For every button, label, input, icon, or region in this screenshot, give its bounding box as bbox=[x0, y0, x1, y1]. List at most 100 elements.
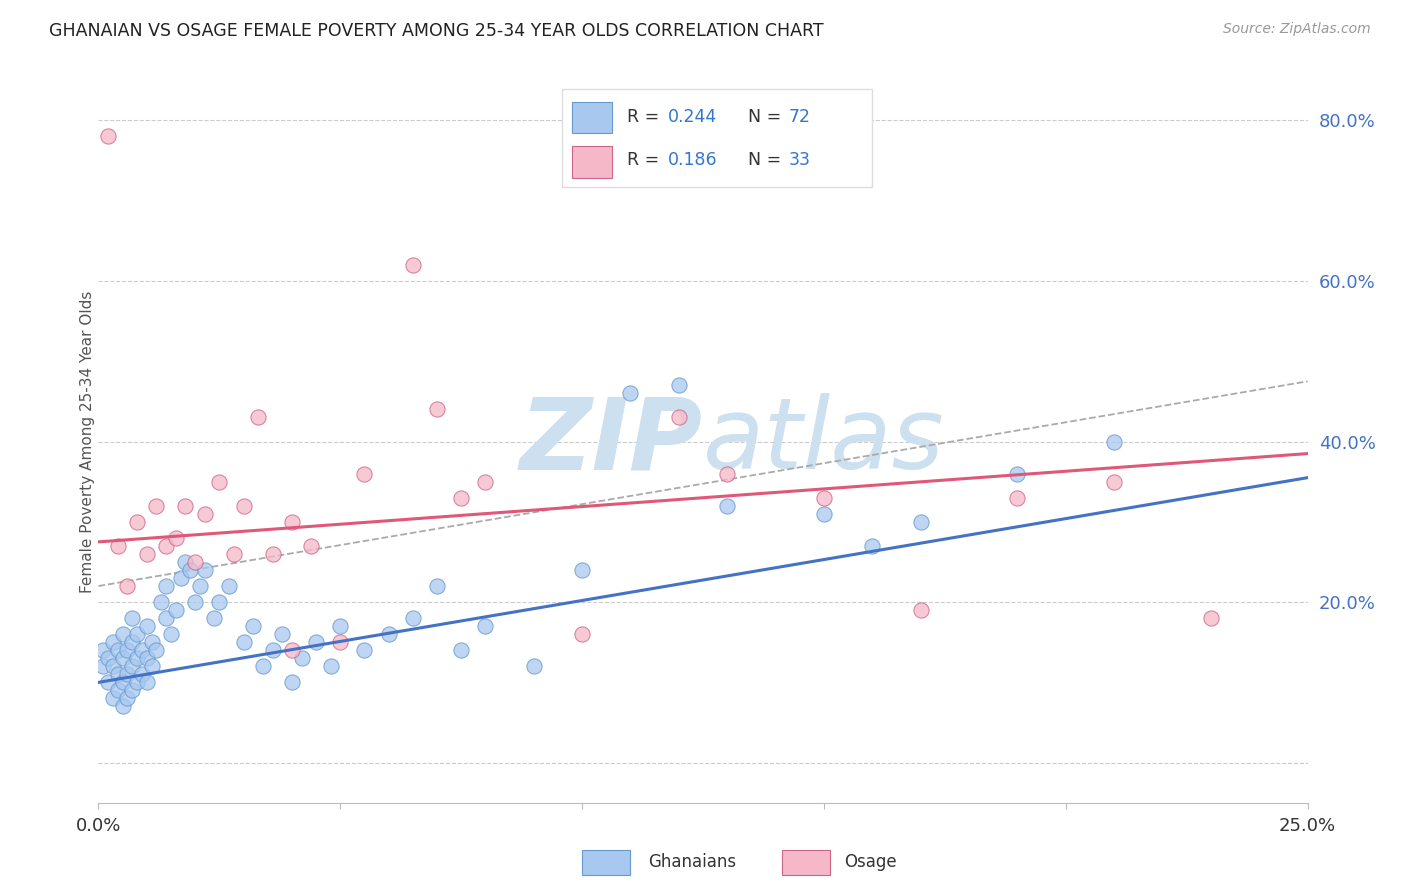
Point bbox=[111, 675, 134, 690]
Point bbox=[97, 675, 120, 690]
Point bbox=[135, 651, 157, 665]
Point bbox=[145, 643, 167, 657]
Point bbox=[305, 635, 328, 649]
Point bbox=[426, 579, 449, 593]
FancyBboxPatch shape bbox=[572, 102, 612, 133]
Text: 33: 33 bbox=[789, 151, 810, 169]
Point bbox=[174, 499, 197, 513]
Point bbox=[131, 643, 153, 657]
Point bbox=[101, 659, 124, 673]
Point bbox=[111, 651, 134, 665]
FancyBboxPatch shape bbox=[782, 850, 830, 875]
Text: GHANAIAN VS OSAGE FEMALE POVERTY AMONG 25-34 YEAR OLDS CORRELATION CHART: GHANAIAN VS OSAGE FEMALE POVERTY AMONG 2… bbox=[49, 22, 824, 40]
Point bbox=[141, 659, 163, 673]
Point bbox=[218, 579, 240, 593]
Point bbox=[131, 667, 153, 681]
Point bbox=[402, 611, 425, 625]
Point bbox=[716, 499, 738, 513]
FancyBboxPatch shape bbox=[572, 146, 612, 178]
Point bbox=[571, 563, 593, 577]
Point bbox=[426, 402, 449, 417]
Point bbox=[571, 627, 593, 641]
Point bbox=[619, 386, 641, 401]
Point bbox=[222, 547, 245, 561]
Point bbox=[242, 619, 264, 633]
Point bbox=[668, 378, 690, 392]
Point bbox=[107, 643, 129, 657]
Point bbox=[353, 643, 375, 657]
Point bbox=[281, 675, 304, 690]
Point bbox=[184, 555, 207, 569]
Point bbox=[111, 627, 134, 641]
Point bbox=[97, 651, 120, 665]
Text: 0.186: 0.186 bbox=[668, 151, 717, 169]
Point bbox=[910, 603, 932, 617]
Point bbox=[107, 667, 129, 681]
Point bbox=[194, 507, 217, 521]
Point bbox=[174, 555, 197, 569]
Point bbox=[179, 563, 201, 577]
Point bbox=[281, 643, 304, 657]
Point bbox=[232, 499, 254, 513]
Point bbox=[107, 683, 129, 698]
Point bbox=[813, 491, 835, 505]
Text: 72: 72 bbox=[789, 108, 810, 126]
Y-axis label: Female Poverty Among 25-34 Year Olds: Female Poverty Among 25-34 Year Olds bbox=[80, 291, 94, 592]
Point bbox=[127, 627, 149, 641]
Point bbox=[813, 507, 835, 521]
Point bbox=[121, 683, 143, 698]
Point bbox=[91, 643, 114, 657]
Point bbox=[117, 667, 139, 681]
Point bbox=[329, 635, 352, 649]
Point bbox=[377, 627, 399, 641]
Point bbox=[474, 475, 496, 489]
Point bbox=[155, 539, 177, 553]
Point bbox=[188, 579, 211, 593]
Text: Ghanaians: Ghanaians bbox=[648, 853, 737, 871]
Point bbox=[121, 635, 143, 649]
Point bbox=[208, 475, 231, 489]
Point bbox=[117, 691, 139, 706]
Point bbox=[135, 619, 157, 633]
Point bbox=[474, 619, 496, 633]
FancyBboxPatch shape bbox=[562, 89, 872, 187]
Point bbox=[184, 595, 207, 609]
Text: R =: R = bbox=[627, 151, 665, 169]
Text: atlas: atlas bbox=[703, 393, 945, 490]
Point bbox=[121, 659, 143, 673]
Point bbox=[668, 410, 690, 425]
Point bbox=[165, 531, 187, 545]
Point bbox=[860, 539, 883, 553]
Point bbox=[204, 611, 226, 625]
Point bbox=[117, 643, 139, 657]
Point bbox=[523, 659, 546, 673]
Text: N =: N = bbox=[748, 108, 787, 126]
Point bbox=[450, 491, 472, 505]
Point bbox=[290, 651, 312, 665]
Point bbox=[101, 635, 124, 649]
Point bbox=[135, 675, 157, 690]
Point bbox=[262, 547, 284, 561]
FancyBboxPatch shape bbox=[582, 850, 630, 875]
Point bbox=[271, 627, 294, 641]
Point bbox=[150, 595, 173, 609]
Point bbox=[299, 539, 322, 553]
Point bbox=[1199, 611, 1222, 625]
Point bbox=[169, 571, 191, 585]
Point bbox=[127, 651, 149, 665]
Point bbox=[281, 515, 304, 529]
Text: Osage: Osage bbox=[845, 853, 897, 871]
Point bbox=[353, 467, 375, 481]
Point bbox=[141, 635, 163, 649]
Text: Source: ZipAtlas.com: Source: ZipAtlas.com bbox=[1223, 22, 1371, 37]
Point bbox=[91, 659, 114, 673]
Point bbox=[402, 258, 425, 272]
Point bbox=[252, 659, 274, 673]
Point bbox=[101, 691, 124, 706]
Point bbox=[107, 539, 129, 553]
Point bbox=[160, 627, 183, 641]
Text: R =: R = bbox=[627, 108, 665, 126]
Point bbox=[111, 699, 134, 714]
Point bbox=[127, 675, 149, 690]
Point bbox=[910, 515, 932, 529]
